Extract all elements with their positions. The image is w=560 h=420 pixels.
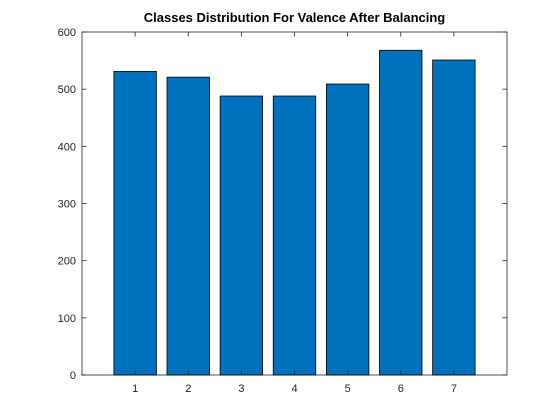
y-tick-label: 600 bbox=[58, 27, 76, 39]
bars bbox=[113, 49, 476, 376]
y-tick-label: 300 bbox=[58, 199, 76, 211]
bar-7 bbox=[432, 59, 476, 376]
y-tick-label: 400 bbox=[58, 141, 76, 153]
y-tick-label: 200 bbox=[58, 256, 76, 268]
bar-6 bbox=[379, 49, 423, 376]
x-tick-label: 4 bbox=[291, 383, 297, 395]
bar-3 bbox=[219, 95, 264, 376]
x-tick-label: 6 bbox=[398, 383, 404, 395]
x-tick-label: 1 bbox=[132, 383, 138, 395]
chart-title: Classes Distribution For Valence After B… bbox=[144, 10, 446, 25]
x-tick-label: 5 bbox=[345, 383, 351, 395]
x-tick-label: 7 bbox=[451, 383, 457, 395]
bar-2 bbox=[166, 76, 210, 376]
y-tick-label: 100 bbox=[58, 313, 76, 325]
y-axis-ticks: 0 100 200 300 400 500 600 bbox=[58, 27, 507, 382]
y-tick-label: 500 bbox=[58, 84, 76, 96]
x-axis-ticks: 1 2 3 4 5 6 7 bbox=[132, 32, 457, 395]
y-tick-label: 0 bbox=[70, 370, 76, 382]
bar-1 bbox=[113, 71, 157, 376]
x-tick-label: 2 bbox=[185, 383, 191, 395]
x-tick-label: 3 bbox=[238, 383, 244, 395]
bar-4 bbox=[272, 95, 317, 376]
bar-5 bbox=[325, 83, 370, 376]
